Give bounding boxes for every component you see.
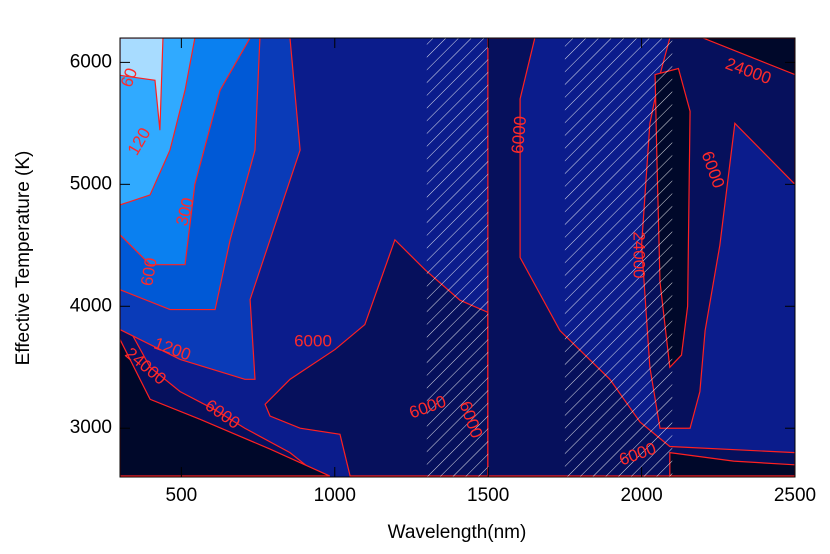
- y-tick-label: 3000: [70, 417, 112, 438]
- x-tick-label: 1500: [467, 485, 509, 506]
- hatched-band: [564, 38, 673, 477]
- plot-frame: [119, 37, 796, 478]
- x-tick-label: 500: [166, 485, 198, 506]
- y-tick-label: 4000: [70, 295, 112, 316]
- contour-label: 600: [137, 256, 161, 287]
- contour-region: [120, 38, 196, 206]
- contour-label: 24000: [630, 231, 649, 278]
- contour-region: [120, 38, 164, 131]
- y-axis-label: Effective Temperature (K): [13, 151, 34, 366]
- x-tick-label: 2500: [774, 485, 816, 506]
- y-tick-label: 5000: [70, 173, 112, 194]
- contour-region: [120, 339, 331, 477]
- contour-region: [702, 38, 795, 76]
- x-tick-label: 1000: [314, 485, 356, 506]
- contour-label: 60: [117, 66, 141, 90]
- y-tick-label: 6000: [70, 51, 112, 72]
- axes: 500 1000 1500 2000 2500 3000 4000 5000 6000: [70, 37, 816, 506]
- contour-label: 6000: [508, 115, 530, 154]
- x-axis-label: Wavelength(nm): [388, 522, 527, 543]
- x-tick-label: 2000: [620, 485, 662, 506]
- hatched-band: [426, 38, 489, 477]
- contour-label: 6000: [294, 331, 332, 350]
